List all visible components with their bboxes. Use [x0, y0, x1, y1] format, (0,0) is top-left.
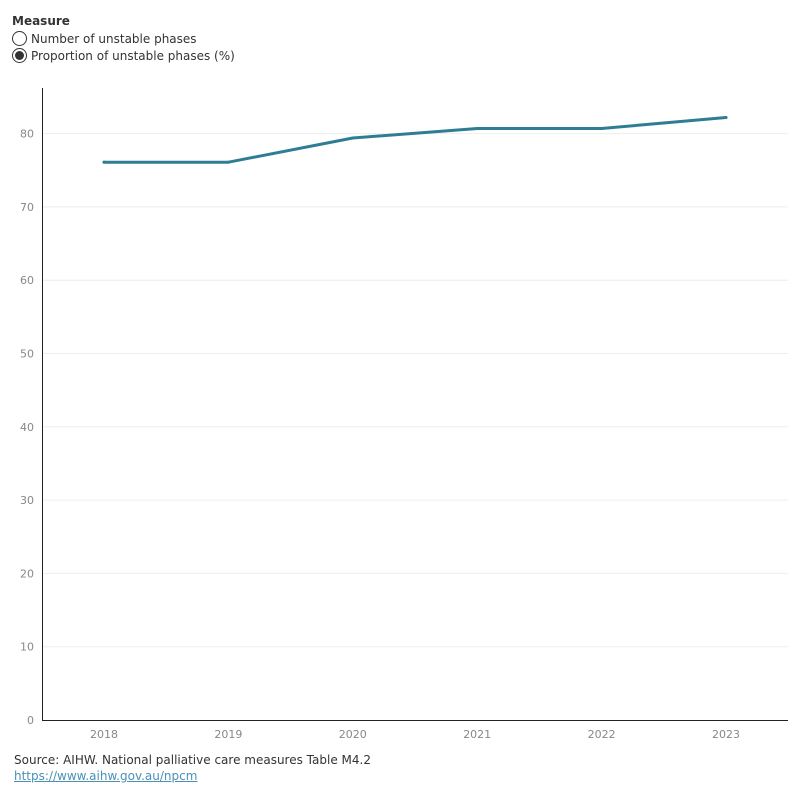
- y-tick-label-10: 10: [20, 641, 34, 654]
- data-point-2023: [724, 115, 728, 119]
- y-tick-label-40: 40: [20, 421, 34, 434]
- y-tick-label-80: 80: [20, 128, 34, 141]
- series-layer: [102, 115, 728, 164]
- x-tick-label-2019: 2019: [214, 728, 242, 741]
- series-line-0: [102, 116, 728, 164]
- y-tick-label-20: 20: [20, 567, 34, 580]
- footer: Source: AIHW. National palliative care m…: [14, 753, 371, 783]
- radio-selected-icon[interactable]: [12, 48, 27, 63]
- x-tick-label-2018: 2018: [90, 728, 118, 741]
- x-tick-label-2020: 2020: [339, 728, 367, 741]
- y-tick-label-70: 70: [20, 201, 34, 214]
- data-point-2019: [226, 160, 230, 164]
- y-tick-label-0: 0: [27, 714, 34, 727]
- y-tick-label-60: 60: [20, 274, 34, 287]
- data-point-2021: [475, 126, 479, 130]
- measure-title: Measure: [12, 14, 70, 28]
- radio-unselected-icon[interactable]: [12, 31, 27, 46]
- x-tick-label-2021: 2021: [463, 728, 491, 741]
- y-tick-labels: 0 10 20 30 40 50 60 70 80: [20, 128, 34, 727]
- grid-lines: [43, 133, 788, 648]
- x-tick-label-2023: 2023: [712, 728, 740, 741]
- radio-label-number: Number of unstable phases: [31, 31, 197, 46]
- source-link[interactable]: https://www.aihw.gov.au/npcm: [14, 769, 198, 783]
- radio-dot-icon: [15, 51, 24, 60]
- data-point-2022: [600, 126, 604, 130]
- radio-label-proportion: Proportion of unstable phases (%): [31, 48, 235, 63]
- source-text: Source: AIHW. National palliative care m…: [14, 753, 371, 767]
- radio-proportion-of-unstable-phases[interactable]: Proportion of unstable phases (%): [12, 47, 235, 64]
- y-tick-label-50: 50: [20, 348, 34, 361]
- x-tick-label-2022: 2022: [588, 728, 616, 741]
- radio-number-of-unstable-phases[interactable]: Number of unstable phases: [12, 30, 235, 47]
- data-point-2020: [351, 136, 355, 140]
- y-tick-label-30: 30: [20, 494, 34, 507]
- x-tick-labels: 2018 2019 2020 2021 2022 2023: [90, 728, 740, 741]
- measure-filter: Measure Number of unstable phases Propor…: [12, 14, 235, 64]
- data-point-2018: [102, 160, 106, 164]
